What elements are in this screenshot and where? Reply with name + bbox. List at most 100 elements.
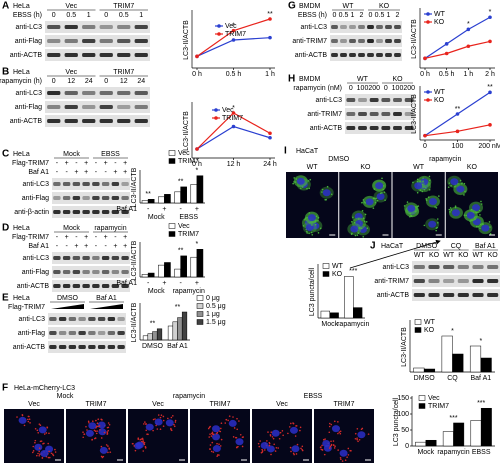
legend-label: WT	[434, 89, 446, 96]
x-tick-label: 0	[423, 143, 427, 150]
puncta	[83, 433, 86, 435]
bar	[353, 307, 363, 319]
blot-label: anti-TRIM7	[374, 278, 409, 285]
blot-band	[413, 265, 425, 269]
y-tick-label: 100	[397, 411, 409, 418]
x-tick-label: EBSS	[472, 449, 491, 456]
panel-letter: J	[370, 241, 376, 252]
puncta	[97, 425, 99, 428]
blot-band	[99, 39, 113, 43]
nucleus	[365, 198, 374, 206]
puncta	[34, 427, 37, 430]
nucleus	[271, 429, 280, 437]
lane-label: +	[104, 234, 108, 241]
puncta	[99, 428, 101, 431]
puncta	[174, 421, 177, 423]
puncta	[322, 438, 325, 441]
puncta	[321, 188, 324, 191]
puncta	[306, 230, 308, 233]
row-label: rapamycin (nM)	[293, 85, 342, 92]
puncta	[329, 445, 332, 448]
puncta	[293, 181, 295, 183]
legend-label: Vec	[178, 223, 190, 230]
puncta	[334, 445, 336, 448]
group-label: EBSS	[179, 214, 198, 221]
x-tick-label: DMSO	[142, 343, 164, 350]
puncta	[274, 450, 277, 452]
row-label: Flag-TRIM7	[8, 304, 45, 311]
lane-label: 1	[139, 12, 143, 19]
nucleus	[339, 449, 348, 457]
puncta	[39, 453, 41, 455]
puncta	[361, 201, 363, 204]
puncta	[427, 196, 430, 199]
blot-membrane	[345, 122, 415, 134]
puncta	[328, 447, 331, 449]
blot-membrane	[412, 261, 500, 273]
blot-band	[367, 53, 374, 57]
blot-band	[82, 182, 90, 186]
x-tick-label: 2 h	[485, 71, 495, 78]
puncta	[92, 420, 94, 423]
panel-letter: C	[2, 149, 9, 160]
puncta	[28, 418, 31, 421]
point	[268, 135, 272, 140]
blot-band	[393, 112, 402, 116]
x-tick-label: rapamycin	[337, 321, 369, 328]
nucleus	[322, 439, 331, 447]
group-label: Baf A1	[96, 295, 117, 302]
lane-label: 24	[85, 78, 93, 85]
puncta	[282, 434, 284, 437]
puncta	[219, 430, 222, 433]
blot-band	[358, 53, 365, 57]
puncta	[354, 432, 357, 435]
puncta	[299, 187, 302, 190]
group-label: Baf A1	[475, 243, 496, 250]
point	[195, 54, 199, 59]
bar	[174, 191, 181, 204]
row-label: Baf A1	[28, 243, 49, 250]
puncta	[435, 229, 437, 232]
point	[423, 56, 427, 61]
puncta	[142, 440, 145, 442]
legend-swatch	[168, 150, 176, 156]
blot-band	[82, 39, 96, 43]
puncta	[21, 413, 24, 416]
puncta	[236, 446, 238, 449]
puncta	[311, 233, 314, 236]
puncta	[259, 440, 261, 442]
puncta	[211, 431, 214, 434]
puncta	[353, 221, 356, 224]
puncta	[333, 447, 336, 449]
significance: ***	[349, 268, 357, 275]
blot-band	[101, 270, 110, 274]
puncta	[48, 450, 50, 453]
blot-band	[58, 331, 67, 335]
blot-band	[53, 270, 61, 274]
bar	[164, 194, 171, 204]
puncta	[133, 445, 136, 447]
bar	[147, 333, 153, 341]
legend-label: Vec	[225, 23, 237, 30]
significance: *	[196, 241, 199, 248]
puncta	[94, 437, 97, 439]
blot-band	[47, 39, 61, 43]
blot-band	[101, 256, 110, 260]
legend-label: TRIM7	[178, 158, 199, 165]
bar	[190, 184, 198, 204]
lane-label: 0	[52, 12, 56, 19]
puncta	[383, 191, 386, 193]
puncta	[301, 448, 303, 451]
puncta	[381, 192, 383, 194]
puncta	[36, 454, 38, 457]
puncta	[306, 232, 308, 234]
nucleus	[40, 450, 49, 458]
puncta	[308, 212, 311, 214]
significance: *	[196, 168, 199, 175]
puncta	[235, 436, 238, 439]
puncta	[323, 453, 326, 456]
blot-band	[358, 25, 365, 29]
puncta	[34, 439, 37, 442]
puncta	[209, 425, 211, 428]
lane-label: 24	[137, 78, 145, 85]
